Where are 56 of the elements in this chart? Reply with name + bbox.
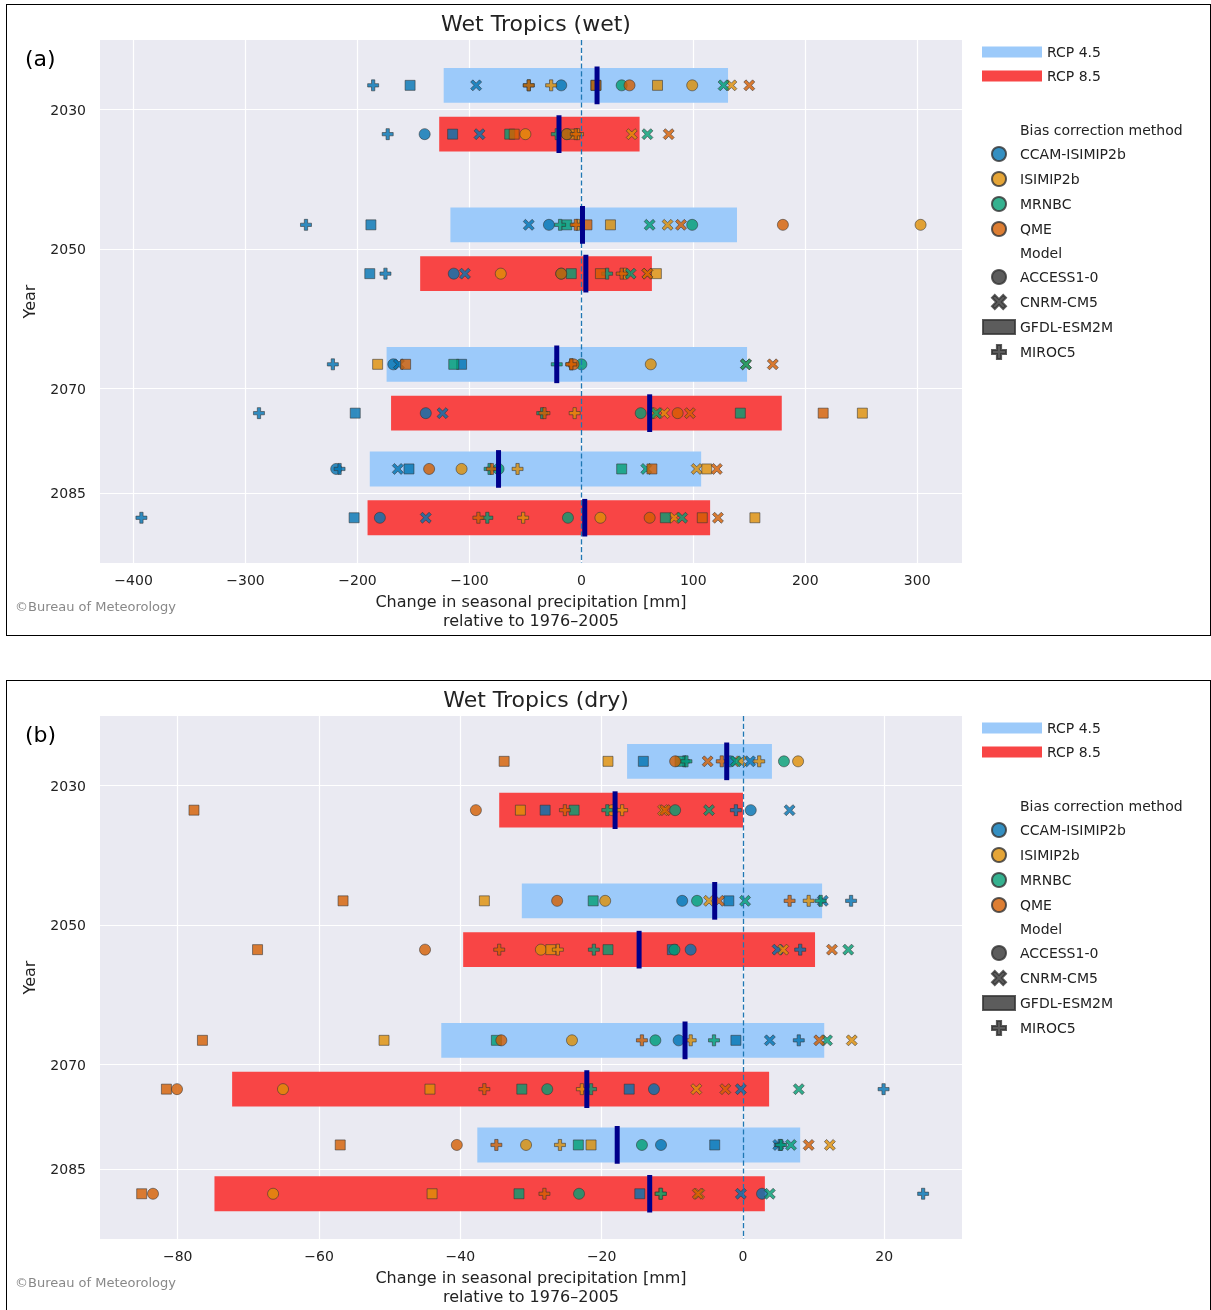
y-tick-label: 2030 xyxy=(50,101,86,118)
x-tick-label: 300 xyxy=(903,572,931,589)
legend-label: CCAM-ISIMIP2b xyxy=(1020,822,1126,838)
legend-label: CNRM-CM5 xyxy=(1020,294,1098,310)
y-tick-label: 2030 xyxy=(50,777,86,794)
legend-label: MRNBC xyxy=(1020,872,1072,888)
legend-label: ACCESS1-0 xyxy=(1020,269,1099,285)
legend-label: QME xyxy=(1020,897,1052,913)
legend-label: RCP 4.5 xyxy=(1047,44,1101,60)
x-tick-label: −20 xyxy=(586,1248,617,1265)
legend-label: ISIMIP2b xyxy=(1020,847,1080,863)
x-tick-label: −100 xyxy=(450,572,489,589)
x-tick-label: −200 xyxy=(338,572,377,589)
legend-label: ISIMIP2b xyxy=(1020,171,1080,187)
text: Model xyxy=(1020,245,1063,261)
x-tick-label: 20 xyxy=(875,1248,894,1265)
legend-label: RCP 8.5 xyxy=(1047,744,1101,760)
text: (b) xyxy=(25,721,57,747)
legend-label: QME xyxy=(1020,221,1052,237)
legend-label: GFDL-ESM2M xyxy=(1020,995,1114,1011)
legend-label: MRNBC xyxy=(1020,196,1072,212)
x-axis-title: Change in seasonal precipitation [mm] relative to 1976–2005 xyxy=(375,1268,687,1306)
legend-label: ACCESS1-0 xyxy=(1020,945,1099,961)
x-tick-label: 200 xyxy=(791,572,819,589)
x-tick-label: −60 xyxy=(304,1248,334,1265)
legend-label: CNRM-CM5 xyxy=(1020,970,1098,986)
chart-title: Wet Tropics (dry) xyxy=(443,686,629,712)
y-axis-title: Year xyxy=(20,960,40,996)
y-tick-label: 2050 xyxy=(50,241,86,258)
x-axis-title: Change in seasonal precipitation [mm] relative to 1976–2005 xyxy=(375,592,687,630)
text: ©Bureau of Meteorology xyxy=(15,599,177,614)
x-tick-label: 0 xyxy=(738,1248,748,1265)
x-tick-label: 100 xyxy=(679,572,707,589)
legend-label: RCP 4.5 xyxy=(1047,720,1101,736)
x-tick-label: −400 xyxy=(114,572,153,589)
legend-label: RCP 8.5 xyxy=(1047,68,1101,84)
y-tick-label: 2085 xyxy=(50,1161,86,1178)
y-tick-label: 2070 xyxy=(50,1056,86,1073)
text: Bias correction method xyxy=(1020,122,1183,138)
chart-title: Wet Tropics (wet) xyxy=(441,10,631,36)
y-tick-label: 2085 xyxy=(50,485,86,502)
y-tick-label: 2050 xyxy=(50,917,86,934)
legend-label: CCAM-ISIMIP2b xyxy=(1020,146,1126,162)
legend-label: GFDL-ESM2M xyxy=(1020,319,1114,335)
y-tick-label: 2070 xyxy=(50,380,86,397)
x-tick-label: −80 xyxy=(162,1248,193,1265)
x-tick-label: 0 xyxy=(576,572,586,589)
legend-label: MIROC5 xyxy=(1020,1020,1076,1036)
y-axis-title: Year xyxy=(20,284,40,320)
text: Model xyxy=(1020,921,1063,937)
text: (a) xyxy=(25,45,56,71)
text: Bias correction method xyxy=(1020,798,1183,814)
x-tick-label: −300 xyxy=(226,572,265,589)
x-tick-label: −40 xyxy=(445,1248,476,1265)
text: ©Bureau of Meteorology xyxy=(15,1275,177,1290)
legend-label: MIROC5 xyxy=(1020,344,1076,360)
